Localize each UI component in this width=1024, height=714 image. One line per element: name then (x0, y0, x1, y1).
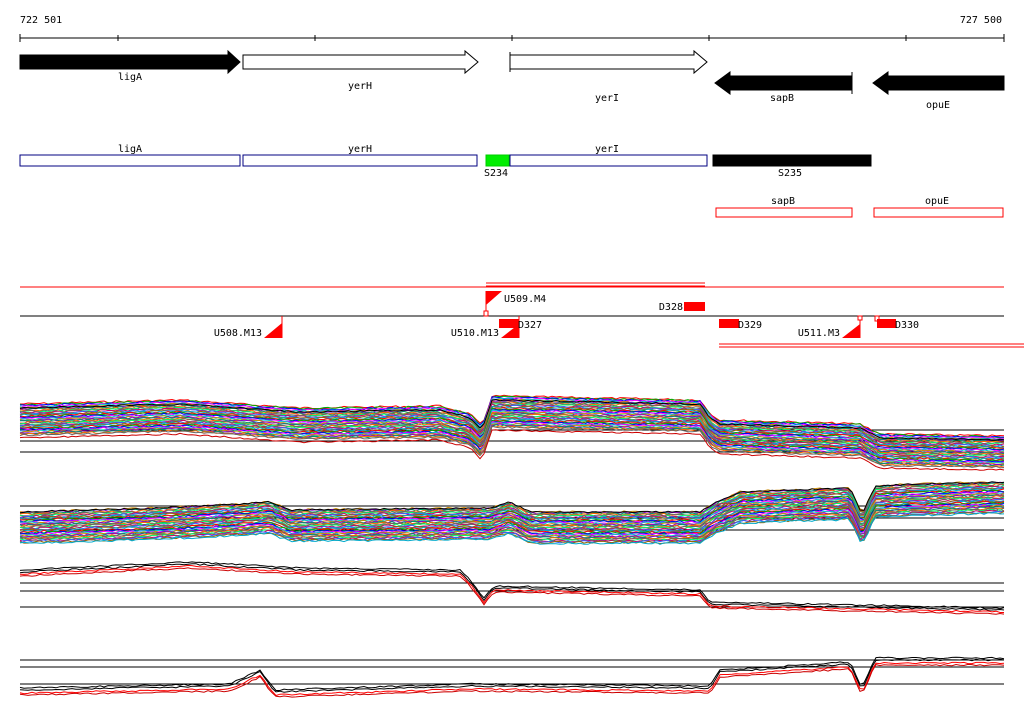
feature-label-D330: D330 (895, 320, 919, 331)
profile-line (19, 396, 1005, 439)
profile-line (19, 429, 1005, 471)
profile-line (19, 503, 1005, 537)
feature-label-U509-M4: U509.M4 (504, 294, 546, 305)
reverse-transcript-track: sapB opuE (715, 196, 1004, 218)
reverse-transcript-label-sapB: sapB (771, 196, 795, 207)
profile-line (19, 563, 1005, 611)
feature-U511-M3[interactable]: U511.M3 (798, 315, 863, 339)
gene-yerH[interactable]: yerH (242, 49, 479, 92)
profile-line (19, 500, 1005, 534)
profile-line (19, 488, 1005, 522)
profile-line (19, 423, 1005, 466)
gene-opuE[interactable]: opuE (872, 71, 1005, 111)
profile-line (19, 494, 1005, 528)
profile-line (19, 661, 1005, 697)
feature-D328[interactable]: D328 (659, 302, 705, 313)
reverse-transcript-opuE[interactable] (873, 207, 1004, 218)
feature-D327[interactable]: D327 (499, 319, 542, 331)
feature-D329[interactable]: D329 (719, 319, 762, 331)
expression-track-forward-summary (19, 561, 1005, 615)
segment-label-S234: S234 (484, 168, 508, 179)
expression-track-reverse-multi (19, 481, 1005, 545)
reverse-transcript-label-opuE: opuE (925, 196, 949, 207)
segment-S235[interactable] (712, 154, 872, 167)
profile-line (19, 663, 1005, 698)
feature-D330[interactable]: D330 (874, 315, 919, 331)
segment-label-S235: S235 (778, 168, 802, 179)
profile-line (19, 487, 1005, 521)
gene-label-yerH: yerH (348, 81, 372, 92)
profile-line (19, 417, 1005, 461)
start-coordinate: 722 501 (20, 15, 62, 26)
transcript-track: ligA yerH yerI S234 S235 (19, 144, 872, 179)
gene-label-ligA: ligA (118, 72, 142, 83)
feature-U508-M13[interactable]: U508.M13 (214, 316, 283, 339)
profile-line (19, 658, 1005, 693)
reverse-transcript-sapB[interactable] (715, 207, 853, 218)
profile-line (19, 421, 1005, 464)
profile-line (19, 481, 1005, 514)
gene-yerI[interactable]: yerI (509, 49, 708, 104)
profile-line (19, 483, 1005, 516)
gene-ligA[interactable]: ligA (19, 49, 241, 83)
profile-line (19, 561, 1005, 610)
end-coordinate: 727 500 (960, 15, 1002, 26)
coordinate-ruler: 722 501 727 500 (19, 15, 1005, 42)
profile-line (19, 397, 1005, 440)
feature-track: U509.M4 D328 U508.M13 U510.M13 D327 D329 (20, 282, 1024, 348)
gene-sapB[interactable]: sapB (714, 71, 853, 104)
transcript-label-yerH: yerH (348, 144, 372, 155)
profile-line (19, 506, 1005, 540)
gene-label-yerI: yerI (595, 93, 619, 104)
gene-label-sapB: sapB (770, 93, 794, 104)
profile-line (19, 406, 1005, 449)
transcript-ligA[interactable] (19, 154, 241, 167)
feature-U509-M4[interactable]: U509.M4 (483, 291, 546, 317)
expression-track-reverse-summary (19, 656, 1005, 698)
profile-line (19, 564, 1004, 613)
feature-label-D328: D328 (659, 302, 683, 313)
profile-line (19, 413, 1005, 457)
gene-track: ligA yerH yerI sapB opuE (19, 49, 1005, 111)
profile-line (19, 512, 1005, 545)
profile-line (19, 567, 1005, 615)
transcript-yerI[interactable] (509, 154, 708, 167)
gene-label-opuE: opuE (926, 100, 950, 111)
profile-line (19, 656, 1005, 691)
transcript-yerH[interactable] (242, 154, 478, 167)
profile-line (19, 425, 1005, 469)
profile-line (19, 404, 1005, 447)
feature-label-D327: D327 (518, 320, 542, 331)
feature-label-U511-M3: U511.M3 (798, 328, 840, 339)
feature-label-U508-M13: U508.M13 (214, 328, 262, 339)
feature-label-D329: D329 (738, 320, 762, 331)
transcript-label-yerI: yerI (595, 144, 619, 155)
profile-line (19, 398, 1005, 441)
profile-line (19, 409, 1005, 453)
segment-S234[interactable] (485, 154, 510, 167)
profile-line (20, 489, 1005, 523)
feature-label-U510-M13: U510.M13 (451, 328, 499, 339)
profile-line (19, 499, 1005, 533)
transcript-label-ligA: ligA (118, 144, 142, 155)
profile-line (19, 497, 1005, 531)
profile-line (19, 501, 1005, 535)
expression-track-forward-multi (19, 394, 1005, 471)
